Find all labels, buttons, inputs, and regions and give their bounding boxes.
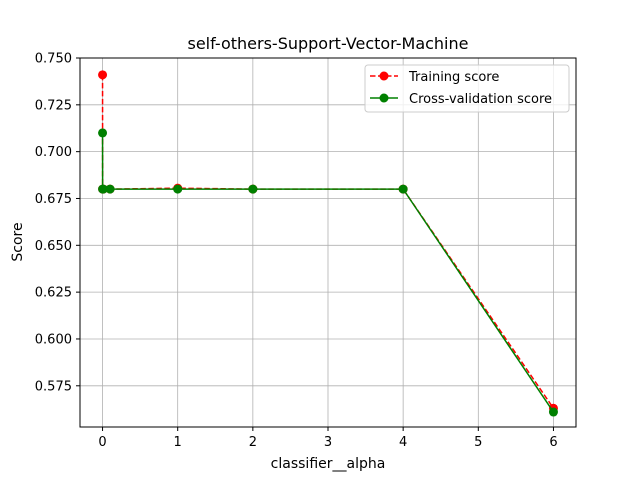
y-axis-ticks: 0.575 0.600 0.625 0.650 0.675 0.700 0.725 0.750 <box>35 52 80 394</box>
legend-label-cross-validation: Cross-validation score <box>409 92 552 107</box>
y-tick-label: 0.650 <box>35 239 72 254</box>
x-tick-label: 3 <box>324 435 332 450</box>
y-tick-label: 0.750 <box>35 52 72 67</box>
y-tick-label: 0.575 <box>35 379 72 394</box>
y-tick-label: 0.600 <box>35 332 72 347</box>
legend-box <box>364 64 570 113</box>
legend-marker-cross-validation <box>379 93 389 103</box>
data-point-training <box>98 70 108 80</box>
data-point-cross-validation <box>398 184 408 194</box>
chart-title: self-others-Support-Vector-Machine <box>188 34 469 53</box>
x-tick-label: 5 <box>474 435 482 450</box>
y-tick-label: 0.700 <box>35 145 72 160</box>
legend-marker-training <box>379 71 389 81</box>
legend-label-training: Training score <box>408 70 499 85</box>
data-point-cross-validation <box>98 128 108 138</box>
y-tick-label: 0.725 <box>35 98 72 113</box>
data-point-cross-validation <box>105 184 115 194</box>
x-axis-ticks: 0 1 2 3 4 5 6 <box>98 427 558 450</box>
data-point-cross-validation <box>248 184 258 194</box>
x-tick-label: 6 <box>549 435 557 450</box>
x-tick-label: 4 <box>399 435 407 450</box>
data-point-cross-validation <box>548 407 558 417</box>
series-layer <box>98 70 558 417</box>
y-tick-label: 0.675 <box>35 192 72 207</box>
y-tick-label: 0.625 <box>35 286 72 301</box>
x-tick-label: 1 <box>174 435 182 450</box>
x-tick-label: 0 <box>98 435 106 450</box>
data-point-cross-validation <box>173 184 183 194</box>
x-axis-label: classifier__alpha <box>271 456 386 472</box>
legend: Training score Cross-validation score <box>364 64 570 113</box>
data-point-cross-validation <box>98 184 108 194</box>
y-axis-label: Score <box>10 222 26 261</box>
x-tick-label: 2 <box>249 435 257 450</box>
